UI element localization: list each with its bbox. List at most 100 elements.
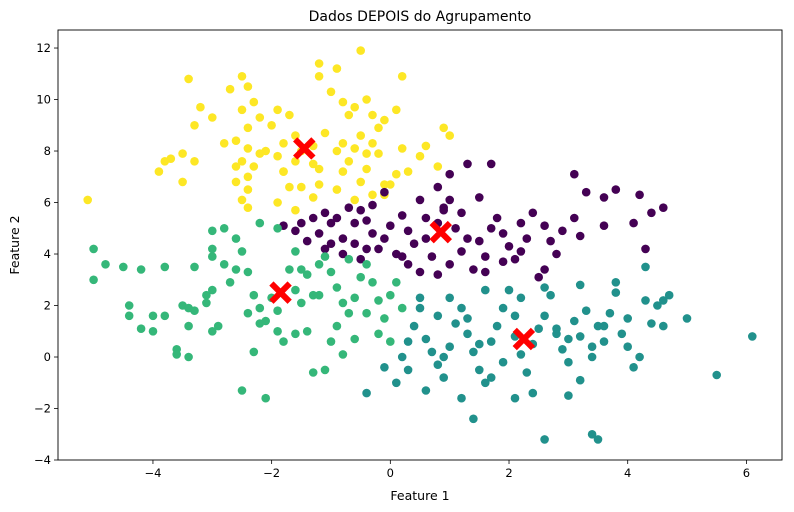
data-point-cluster-3 (184, 74, 193, 84)
data-point-cluster-3 (326, 87, 336, 97)
data-point-cluster-3 (308, 193, 318, 202)
data-point-cluster-3 (279, 167, 288, 176)
data-point-cluster-0 (433, 270, 443, 279)
data-point-cluster-0 (291, 226, 300, 236)
data-point-cluster-1 (629, 363, 638, 372)
data-point-cluster-2 (213, 321, 223, 331)
data-point-cluster-1 (481, 285, 490, 295)
data-point-cluster-2 (332, 321, 342, 331)
data-point-cluster-3 (362, 149, 371, 158)
data-point-cluster-3 (219, 139, 229, 148)
data-point-cluster-3 (350, 102, 360, 112)
data-point-cluster-2 (225, 278, 235, 287)
data-point-cluster-2 (231, 234, 241, 243)
data-point-cluster-0 (599, 193, 609, 202)
data-point-cluster-2 (237, 247, 247, 256)
data-point-cluster-2 (124, 311, 134, 321)
data-point-cluster-0 (415, 267, 425, 277)
data-point-cluster-3 (368, 190, 377, 200)
data-point-cluster-1 (498, 357, 508, 367)
data-point-cluster-3 (208, 113, 217, 122)
data-point-cluster-2 (314, 290, 324, 300)
data-point-cluster-1 (564, 334, 573, 344)
data-point-cluster-1 (575, 375, 585, 385)
data-point-cluster-3 (338, 139, 348, 148)
data-point-cluster-2 (219, 224, 229, 233)
data-point-cluster-1 (587, 352, 597, 362)
data-point-cluster-0 (427, 252, 437, 261)
y-tick-label: 2 (44, 299, 51, 313)
data-point-cluster-1 (463, 329, 472, 339)
data-point-cluster-3 (392, 105, 401, 115)
data-point-cluster-2 (386, 290, 395, 300)
data-point-cluster-2 (326, 267, 336, 277)
data-point-cluster-2 (119, 262, 128, 272)
data-point-cluster-0 (451, 224, 460, 233)
data-point-cluster-2 (273, 306, 282, 316)
data-point-cluster-0 (570, 213, 579, 223)
data-point-cluster-0 (641, 244, 650, 254)
data-point-cluster-0 (368, 200, 377, 210)
data-point-cluster-1 (558, 345, 567, 354)
data-point-cluster-0 (522, 234, 532, 243)
data-point-cluster-3 (273, 151, 282, 161)
data-point-cluster-3 (291, 205, 300, 215)
data-point-cluster-0 (386, 221, 395, 230)
y-tick-label: 8 (44, 144, 51, 158)
data-point-cluster-3 (178, 149, 187, 158)
data-point-cluster-3 (190, 157, 199, 166)
data-point-cluster-3 (237, 72, 247, 81)
data-point-cluster-0 (403, 226, 413, 236)
data-point-cluster-2 (136, 265, 146, 274)
data-point-cluster-2 (368, 278, 377, 287)
data-point-cluster-0 (350, 239, 360, 248)
data-point-cluster-2 (124, 301, 134, 310)
data-point-cluster-3 (386, 180, 395, 189)
data-point-cluster-3 (243, 185, 253, 194)
data-point-cluster-0 (397, 252, 407, 261)
data-point-cluster-2 (326, 337, 336, 346)
data-point-cluster-2 (160, 262, 170, 272)
data-point-cluster-2 (273, 327, 282, 336)
x-tick-label: 2 (505, 466, 512, 480)
data-point-cluster-0 (320, 244, 330, 254)
data-point-cluster-1 (510, 311, 520, 321)
data-point-cluster-0 (409, 239, 419, 248)
data-point-cluster-3 (249, 97, 259, 107)
data-point-cluster-1 (599, 337, 609, 346)
y-axis-label: Feature 2 (7, 215, 22, 274)
data-point-cluster-1 (445, 293, 455, 303)
data-point-cluster-0 (516, 218, 526, 228)
data-point-cluster-3 (374, 123, 383, 133)
data-point-cluster-3 (267, 121, 276, 130)
data-point-cluster-3 (249, 162, 259, 171)
data-point-cluster-3 (308, 159, 318, 169)
data-point-cluster-3 (285, 182, 294, 192)
data-point-cluster-0 (421, 213, 431, 223)
data-point-cluster-3 (243, 82, 253, 91)
data-point-cluster-3 (237, 105, 247, 115)
data-point-cluster-3 (273, 105, 282, 115)
data-point-cluster-1 (362, 388, 371, 398)
data-point-cluster-0 (469, 265, 478, 274)
data-point-cluster-2 (261, 316, 271, 326)
data-point-cluster-2 (249, 347, 259, 357)
data-point-cluster-1 (481, 378, 490, 388)
data-point-cluster-3 (415, 151, 425, 161)
data-point-cluster-1 (647, 319, 656, 328)
data-point-cluster-2 (285, 265, 294, 274)
x-tick-label: −4 (144, 466, 161, 480)
data-point-cluster-2 (362, 308, 371, 318)
data-point-cluster-1 (445, 342, 455, 352)
data-point-cluster-2 (350, 293, 360, 303)
data-point-cluster-1 (564, 357, 573, 367)
data-point-cluster-1 (451, 319, 460, 328)
data-point-cluster-3 (297, 182, 306, 192)
data-point-cluster-3 (314, 72, 324, 81)
data-point-cluster-3 (285, 110, 294, 120)
y-tick-label: 12 (36, 41, 51, 55)
data-point-cluster-2 (314, 260, 324, 269)
data-point-cluster-2 (184, 321, 193, 331)
data-point-cluster-1 (469, 347, 478, 357)
